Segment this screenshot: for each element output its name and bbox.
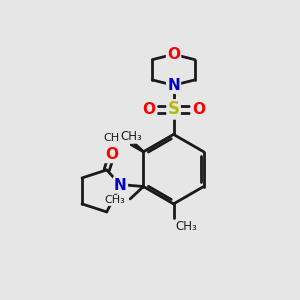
Text: O: O [167,47,180,62]
Text: N: N [114,178,127,193]
Text: O: O [192,102,205,117]
Text: N: N [167,78,180,93]
Text: CH₃: CH₃ [103,133,124,143]
Text: O: O [105,147,118,162]
Text: O: O [142,102,155,117]
Text: S: S [168,100,180,118]
Text: CH₃: CH₃ [104,195,125,205]
Text: CH₃: CH₃ [120,130,142,143]
Text: CH₃: CH₃ [175,220,197,233]
